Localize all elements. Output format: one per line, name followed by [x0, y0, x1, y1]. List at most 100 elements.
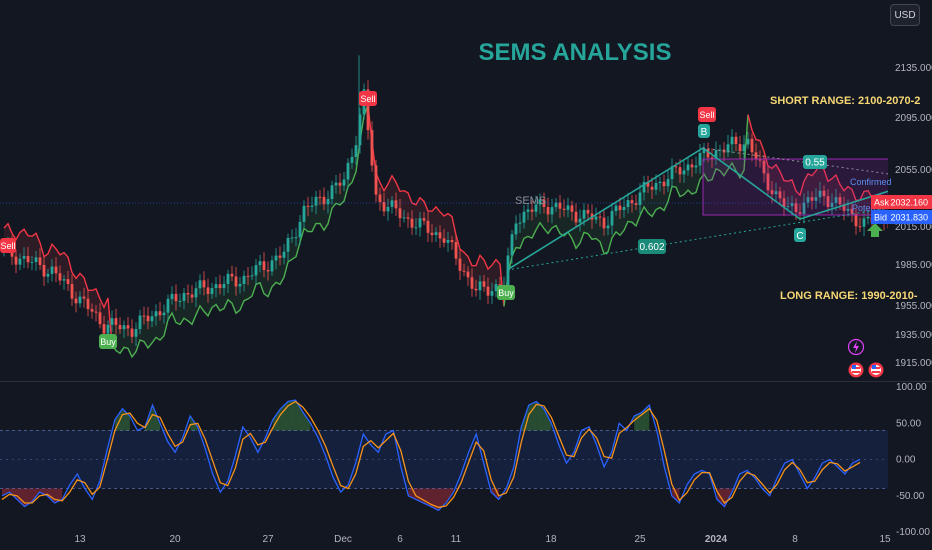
supertrend-line-3 [503, 114, 749, 307]
candle-body [522, 211, 526, 223]
candle-body [714, 149, 718, 159]
candle-body [842, 204, 846, 211]
candle-body [310, 205, 314, 207]
candle-body [686, 164, 690, 171]
candle-body [102, 324, 106, 334]
candle-body [394, 200, 398, 209]
candle-body [194, 288, 198, 298]
candle-body [562, 208, 566, 210]
signal-sell-3: Sell [698, 107, 716, 122]
signal-buy-2-text: Buy [498, 288, 514, 298]
oscillator-axis-label: 100.00 [896, 382, 927, 393]
candle-body [242, 275, 246, 284]
candle-body [658, 181, 662, 183]
oversold-fill [2, 488, 10, 496]
candle-body [370, 130, 374, 166]
candle-body [202, 280, 206, 288]
candle-body [706, 148, 710, 158]
wave-label-c-text: C [796, 231, 803, 242]
candle-body [734, 136, 738, 145]
up-arrow-icon [867, 223, 883, 237]
short-range-annotation: SHORT RANGE: 2100-2070-2 [770, 95, 920, 107]
chart-title: SEMS ANALYSIS [479, 39, 672, 66]
lightning-event-icon[interactable] [847, 338, 865, 356]
us-flag-event-icon-1[interactable] [848, 362, 864, 378]
candle-body [538, 199, 542, 205]
candle-body [626, 200, 630, 207]
price-axis-label: 2135.000 [895, 63, 932, 74]
candle-body [618, 205, 622, 211]
signal-buy-1: Buy [99, 334, 117, 349]
candle-body [526, 209, 530, 212]
time-axis-label: 6 [397, 534, 403, 545]
price-axis-label: 2095.000 [895, 113, 932, 124]
signal-sell-1-text: Sell [0, 241, 15, 251]
candle-body [858, 226, 862, 228]
candle-body [606, 225, 610, 229]
oversold-fill [39, 488, 48, 496]
time-axis-label: 27 [262, 534, 274, 545]
candle-body [110, 318, 114, 325]
candle-body [570, 205, 574, 212]
confirmed-label: Confirmed [850, 177, 892, 187]
candle-body [530, 209, 534, 212]
candle-body [446, 239, 450, 243]
oscillator-axis-label: -100.00 [896, 527, 930, 538]
price-axis-label: 1955.000 [895, 301, 932, 312]
candle-body [274, 255, 278, 261]
currency-button[interactable]: USD [890, 4, 920, 26]
candle-body [154, 311, 158, 317]
candle-body [742, 144, 746, 152]
overbought-fill [303, 412, 311, 431]
candle-body [74, 298, 78, 304]
oscillator-series-1 [1, 400, 861, 509]
candle-body [122, 325, 126, 330]
time-axis-label: 8 [792, 534, 798, 545]
price-axis-label: 2015.000 [895, 222, 932, 233]
candle-body [298, 221, 302, 238]
candle-body [114, 318, 118, 325]
candle-body [814, 197, 818, 201]
wave-label-c: C [794, 228, 806, 242]
candle-body [210, 287, 214, 294]
candle-body [610, 210, 614, 226]
candle-body [430, 232, 434, 236]
candle-body [22, 255, 26, 259]
candle-body [382, 201, 386, 212]
candle-body [454, 242, 458, 259]
candle-body [62, 279, 66, 281]
signal-sell-2-text: Sell [360, 94, 375, 104]
candle-body [646, 181, 650, 187]
candle-body [486, 286, 490, 296]
candle-body [342, 179, 346, 186]
candle-body [866, 216, 870, 219]
wave-line [506, 147, 888, 271]
candle-body [322, 196, 326, 205]
candle-body [510, 234, 514, 256]
time-axis-label: 20 [169, 534, 181, 545]
candle-body [178, 300, 182, 302]
time-axis-label: 13 [74, 534, 86, 545]
candle-body [578, 218, 582, 223]
price-axis-label: 1915.000 [895, 358, 932, 369]
us-flag-event-icon-2[interactable] [868, 362, 884, 378]
candle-body [118, 324, 122, 330]
candle-body [566, 205, 570, 210]
candle-body [98, 312, 102, 325]
candle-body [390, 200, 394, 207]
candle-body [266, 270, 270, 272]
candle-body [482, 281, 486, 287]
candle-body [386, 206, 390, 212]
candle-body [246, 275, 250, 277]
candle-body [702, 148, 706, 154]
candle-body [330, 185, 334, 200]
candle-body [638, 192, 642, 205]
candle-body [150, 316, 154, 322]
candle-body [262, 261, 266, 271]
candle-body [254, 265, 258, 276]
candle-body [670, 166, 674, 180]
candle-body [58, 273, 62, 281]
candle-body [682, 170, 686, 175]
time-axis-label: 2024 [705, 534, 728, 545]
